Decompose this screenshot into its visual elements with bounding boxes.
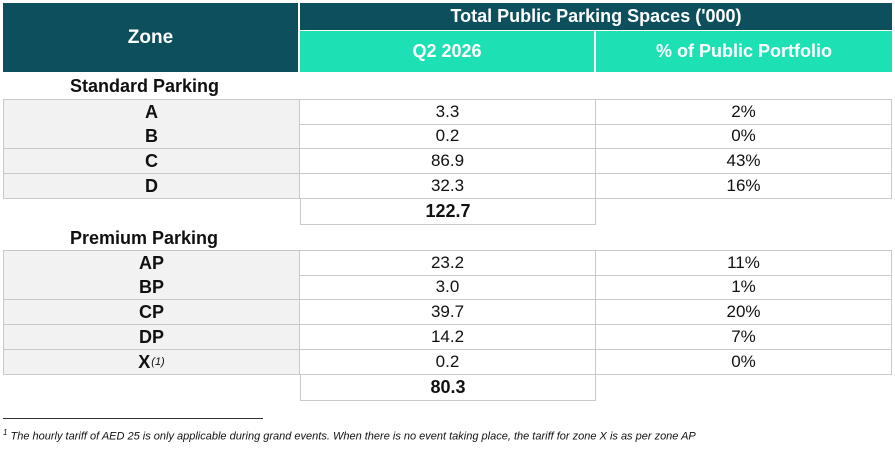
section-total-premium: 80.3 (300, 375, 596, 401)
zone-cell: CP (3, 300, 300, 325)
footnote-text: The hourly tariff of AED 25 is only appl… (10, 430, 696, 443)
value-cell: 3.0 (300, 275, 596, 300)
pct-column-header: % of Public Portfolio (596, 31, 892, 72)
value-cell: 39.7 (300, 300, 596, 325)
group-title: Total Public Parking Spaces ('000) (450, 6, 742, 26)
value-cell: 86.9 (300, 149, 596, 174)
table-row: D 32.3 16% (3, 174, 892, 199)
zone-cell: D (3, 174, 300, 199)
pct-cell: 43% (596, 149, 892, 174)
q2-column-label: Q2 2026 (412, 41, 482, 61)
zone-cell: X (1) (3, 350, 300, 375)
pct-cell: 1% (596, 275, 892, 300)
pct-cell: 7% (596, 325, 892, 350)
pct-cell: 16% (596, 174, 892, 199)
pct-cell: 20% (596, 300, 892, 325)
value-cell: 23.2 (300, 251, 596, 276)
zone-cell: A (3, 100, 300, 125)
pct-column-label: % of Public Portfolio (656, 41, 832, 61)
value-cell: 3.3 (300, 100, 596, 125)
zone-cell: B (3, 124, 300, 149)
zone-cell: BP (3, 275, 300, 300)
table-row: X (1) 0.2 0% (3, 350, 892, 375)
section-title-standard: Standard Parking (70, 76, 220, 96)
table-row: A 3.3 2% (3, 99, 892, 125)
table-row: B 0.2 0% (3, 124, 892, 149)
zone-cell: DP (3, 325, 300, 350)
section-title-premium: Premium Parking (70, 228, 219, 248)
footnote-number: 1 (3, 428, 8, 437)
zone-header: Zone (3, 3, 298, 72)
zone-cell: AP (3, 251, 300, 276)
zone-header-label: Zone (127, 26, 174, 48)
table-row: AP 23.2 11% (3, 250, 892, 276)
section-total-standard: 122.7 (300, 199, 596, 225)
footnote-divider (3, 418, 263, 419)
pct-cell: 0% (596, 124, 892, 149)
zone-cell: C (3, 149, 300, 174)
value-cell: 32.3 (300, 174, 596, 199)
table-row: BP 3.0 1% (3, 275, 892, 300)
pct-cell: 2% (596, 100, 892, 125)
pct-cell: 11% (596, 251, 892, 276)
group-title-header: Total Public Parking Spaces ('000) (300, 3, 892, 30)
table-row: C 86.9 43% (3, 149, 892, 174)
value-cell: 0.2 (300, 350, 596, 375)
table-row: DP 14.2 7% (3, 325, 892, 350)
q2-column-header: Q2 2026 (300, 31, 594, 72)
pct-cell: 0% (596, 350, 892, 375)
footnote: 1 The hourly tariff of AED 25 is only ap… (3, 428, 893, 443)
value-cell: 0.2 (300, 124, 596, 149)
value-cell: 14.2 (300, 325, 596, 350)
footnote-marker: (1) (151, 356, 165, 368)
table-row: CP 39.7 20% (3, 300, 892, 325)
